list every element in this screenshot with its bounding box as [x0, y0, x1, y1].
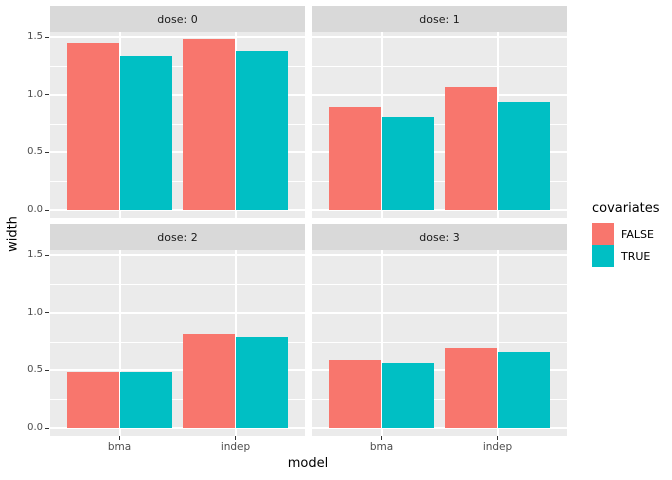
major-gridline-vertical	[496, 250, 499, 436]
x-tick-label: bma	[369, 441, 394, 453]
minor-gridline	[312, 399, 567, 401]
bar-0-bma-false	[67, 42, 120, 210]
y-tick-label: 1.0	[27, 88, 43, 100]
major-gridline-vertical	[380, 250, 383, 436]
y-tick-mark	[45, 254, 49, 256]
y-tick-label: 0.5	[27, 364, 43, 376]
major-gridline	[50, 209, 305, 211]
major-gridline	[50, 254, 305, 257]
major-gridline	[50, 93, 305, 96]
bar-3-indep-false	[445, 348, 498, 428]
bar-0-indep-false	[183, 39, 236, 210]
major-gridline	[50, 369, 305, 372]
legend-label-true: TRUE	[621, 249, 651, 263]
bar-0-indep-true	[235, 50, 288, 210]
legend: covariates FALSE TRUE	[592, 201, 660, 267]
facet-strip-2: dose: 2	[50, 224, 305, 250]
x-tick-label: indep	[220, 441, 251, 453]
bar-0-bma-true	[119, 55, 172, 210]
bar-2-indep-true	[235, 336, 288, 428]
y-tick-mark	[45, 312, 49, 314]
legend-entry-false: FALSE	[592, 223, 660, 245]
x-tick-mark	[235, 436, 236, 440]
y-tick-label: 1.0	[27, 306, 43, 318]
major-gridline	[50, 311, 305, 314]
major-gridline	[312, 151, 567, 154]
bar-3-indep-true	[497, 351, 550, 428]
bar-1-indep-true	[497, 101, 550, 210]
major-gridline	[312, 36, 567, 39]
y-tick-mark	[45, 369, 49, 371]
facet-panel-0	[50, 32, 305, 218]
facet-strip-1: dose: 1	[312, 6, 567, 32]
y-axis-title: width	[5, 216, 21, 252]
legend-swatch-false	[592, 223, 614, 245]
minor-gridline	[50, 123, 305, 125]
x-tick-mark	[119, 436, 120, 440]
bar-1-bma-false	[329, 107, 382, 210]
y-tick-label: 0.0	[27, 204, 43, 215]
x-tick-mark	[497, 436, 498, 440]
major-gridline-vertical	[118, 250, 121, 436]
minor-gridline	[50, 181, 305, 183]
major-gridline	[312, 93, 567, 96]
facet-strip-3: dose: 3	[312, 224, 567, 250]
minor-gridline	[312, 283, 567, 285]
bar-3-bma-true	[381, 363, 434, 428]
minor-gridline	[312, 123, 567, 125]
major-gridline	[312, 427, 567, 429]
minor-gridline	[50, 341, 305, 343]
minor-gridline	[312, 181, 567, 183]
legend-title: covariates	[592, 201, 660, 216]
minor-gridline	[312, 65, 567, 67]
major-gridline	[312, 369, 567, 372]
minor-gridline	[50, 399, 305, 401]
y-tick-label: 1.5	[27, 249, 43, 261]
bar-2-bma-false	[67, 371, 120, 428]
major-gridline	[50, 36, 305, 39]
y-tick-mark	[45, 209, 49, 211]
facet-strip-0: dose: 0	[50, 6, 305, 32]
legend-label-false: FALSE	[621, 227, 654, 241]
y-tick-mark	[45, 36, 49, 38]
major-gridline	[50, 427, 305, 429]
minor-gridline	[50, 283, 305, 285]
bar-2-indep-false	[183, 333, 236, 428]
major-gridline	[50, 151, 305, 154]
facet-panel-1	[312, 32, 567, 218]
major-gridline	[312, 209, 567, 211]
x-tick-mark	[381, 436, 382, 440]
y-tick-label: 1.5	[27, 31, 43, 43]
legend-swatch-true	[592, 245, 614, 267]
legend-entry-true: TRUE	[592, 245, 660, 267]
x-tick-label: indep	[482, 441, 513, 453]
major-gridline	[312, 254, 567, 257]
y-tick-mark	[45, 427, 49, 429]
y-tick-label: 0.0	[27, 422, 43, 433]
y-tick-mark	[45, 94, 49, 96]
y-tick-label: 0.5	[27, 146, 43, 158]
y-tick-mark	[45, 151, 49, 153]
facet-panel-2	[50, 250, 305, 436]
bar-3-bma-false	[329, 360, 382, 428]
bar-2-bma-true	[119, 371, 172, 428]
major-gridline	[312, 311, 567, 314]
minor-gridline	[312, 341, 567, 343]
x-axis-title: model	[287, 456, 329, 471]
facet-panel-3	[312, 250, 567, 436]
x-tick-label: bma	[107, 441, 132, 453]
bar-1-bma-true	[381, 116, 434, 210]
minor-gridline	[50, 65, 305, 67]
bar-1-indep-false	[445, 86, 498, 210]
